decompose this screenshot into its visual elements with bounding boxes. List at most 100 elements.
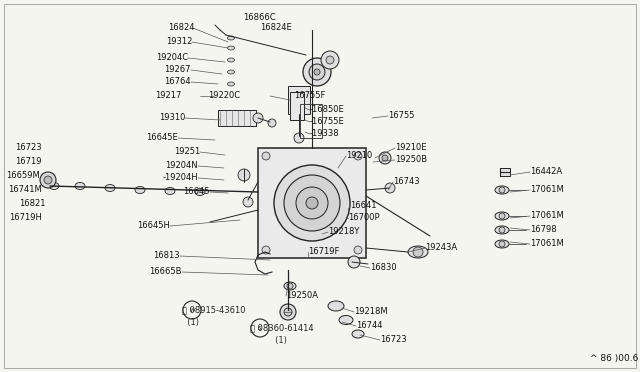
- Bar: [290, 92, 304, 120]
- Ellipse shape: [408, 246, 428, 258]
- Text: 19218Y: 19218Y: [328, 228, 360, 237]
- Ellipse shape: [49, 183, 59, 189]
- Circle shape: [499, 187, 505, 193]
- Bar: [218, 110, 256, 126]
- Text: 19267: 19267: [164, 65, 191, 74]
- Text: 19310: 19310: [159, 113, 185, 122]
- Circle shape: [284, 175, 340, 231]
- Text: w: w: [189, 307, 195, 313]
- Text: 19312: 19312: [166, 38, 192, 46]
- Text: 19217: 19217: [155, 92, 181, 100]
- Text: 16813: 16813: [154, 251, 180, 260]
- Text: 19204C: 19204C: [156, 54, 188, 62]
- Text: 17061M: 17061M: [530, 240, 564, 248]
- Text: 16645E: 16645E: [147, 134, 178, 142]
- Bar: [300, 104, 322, 138]
- Circle shape: [309, 64, 325, 80]
- Text: 19210: 19210: [346, 151, 372, 160]
- Text: ^ 86 )00.6: ^ 86 )00.6: [590, 353, 638, 362]
- Text: 19220C: 19220C: [208, 92, 240, 100]
- Circle shape: [413, 247, 423, 257]
- Text: 16719H: 16719H: [9, 214, 42, 222]
- Ellipse shape: [75, 183, 85, 189]
- Circle shape: [354, 246, 362, 254]
- Circle shape: [268, 119, 276, 127]
- Text: 16866C: 16866C: [243, 13, 276, 22]
- Circle shape: [44, 176, 52, 184]
- Text: 16641: 16641: [350, 202, 376, 211]
- Text: 17061M: 17061M: [530, 186, 564, 195]
- Circle shape: [354, 152, 362, 160]
- Circle shape: [321, 51, 339, 69]
- Circle shape: [499, 213, 505, 219]
- Circle shape: [296, 187, 328, 219]
- Ellipse shape: [495, 186, 509, 194]
- Text: (1): (1): [262, 336, 287, 344]
- Bar: [288, 86, 310, 114]
- Ellipse shape: [227, 82, 234, 86]
- Text: 16719F: 16719F: [308, 247, 339, 257]
- Text: 16755: 16755: [388, 112, 415, 121]
- Text: 16665B: 16665B: [150, 267, 182, 276]
- Text: 19210E: 19210E: [395, 144, 426, 153]
- Circle shape: [253, 113, 263, 123]
- Circle shape: [287, 283, 293, 289]
- Ellipse shape: [495, 226, 509, 234]
- Circle shape: [262, 152, 270, 160]
- Text: 16723: 16723: [380, 336, 406, 344]
- Ellipse shape: [227, 58, 234, 62]
- Ellipse shape: [495, 240, 509, 248]
- Text: 19243A: 19243A: [425, 244, 457, 253]
- Ellipse shape: [105, 185, 115, 192]
- Text: 16741M: 16741M: [8, 186, 42, 195]
- Text: 19218M: 19218M: [354, 308, 388, 317]
- Text: 19251: 19251: [173, 148, 200, 157]
- Circle shape: [238, 169, 250, 181]
- Text: 16764: 16764: [164, 77, 191, 87]
- Ellipse shape: [328, 301, 344, 311]
- Circle shape: [385, 183, 395, 193]
- Bar: [258, 148, 366, 258]
- Text: 16821: 16821: [19, 199, 46, 208]
- Circle shape: [294, 133, 304, 143]
- Circle shape: [326, 56, 334, 64]
- Circle shape: [499, 241, 505, 247]
- Ellipse shape: [495, 212, 509, 220]
- Text: 16700P: 16700P: [348, 214, 380, 222]
- Ellipse shape: [227, 46, 234, 50]
- Circle shape: [306, 197, 318, 209]
- Bar: [500, 168, 510, 176]
- Text: 16824E: 16824E: [260, 23, 292, 32]
- Text: 16743: 16743: [393, 177, 420, 186]
- Circle shape: [348, 256, 360, 268]
- Circle shape: [314, 69, 320, 75]
- Circle shape: [379, 152, 391, 164]
- Ellipse shape: [227, 36, 234, 40]
- Text: Ⓜ 08915-43610: Ⓜ 08915-43610: [182, 305, 246, 314]
- Text: 19250B: 19250B: [395, 155, 427, 164]
- Text: 16719: 16719: [15, 157, 42, 167]
- Text: 16830: 16830: [370, 263, 397, 273]
- Text: (1): (1): [182, 317, 199, 327]
- Text: 16645H: 16645H: [137, 221, 170, 231]
- Ellipse shape: [284, 282, 296, 290]
- Text: 16798: 16798: [530, 225, 557, 234]
- Text: 16645: 16645: [184, 187, 210, 196]
- Text: 16723: 16723: [15, 144, 42, 153]
- Circle shape: [243, 197, 253, 207]
- Text: s: s: [258, 325, 262, 331]
- Circle shape: [303, 58, 331, 86]
- Ellipse shape: [339, 315, 353, 324]
- Circle shape: [499, 227, 505, 233]
- Text: 19250A: 19250A: [286, 292, 318, 301]
- Text: -16850E: -16850E: [310, 106, 345, 115]
- Text: Ⓢ 08360-61414: Ⓢ 08360-61414: [250, 324, 314, 333]
- Circle shape: [40, 172, 56, 188]
- Text: 16755F: 16755F: [294, 92, 325, 100]
- Ellipse shape: [165, 187, 175, 195]
- Text: 16824: 16824: [168, 23, 195, 32]
- Text: 16659M: 16659M: [6, 171, 40, 180]
- Text: 17061M: 17061M: [530, 212, 564, 221]
- Circle shape: [274, 165, 350, 241]
- Circle shape: [280, 304, 296, 320]
